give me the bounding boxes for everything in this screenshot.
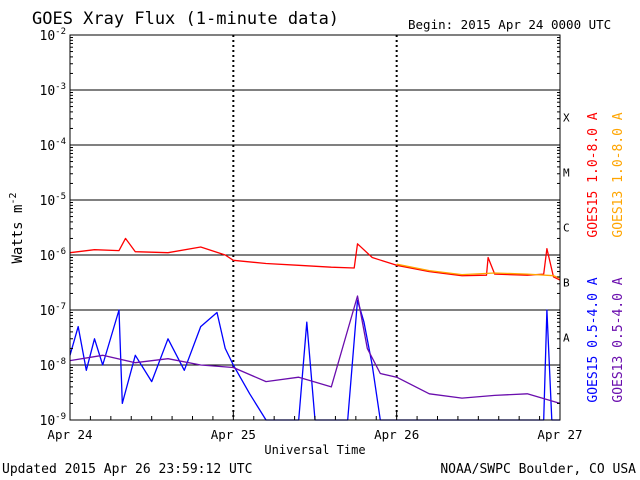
y-tick-label: 10-5 <box>40 192 67 209</box>
series-line <box>69 295 561 405</box>
x-tick-label: Apr 26 <box>374 427 419 442</box>
y-axis: 10-210-310-410-510-610-710-810-9 <box>40 27 560 429</box>
y-tick-label: 10-8 <box>40 357 67 374</box>
flare-class-label: B <box>563 277 570 290</box>
legend: GOES15 1.0-8.0 A GOES13 1.0-8.0 A GOES15 0… <box>586 112 626 402</box>
footer-updated: Updated 2015 Apr 26 23:59:12 UTC <box>2 462 252 477</box>
y-tick-base: 10 <box>40 139 56 154</box>
y-tick-exponent: -9 <box>55 412 66 422</box>
x-axis: Apr 24 Apr 25 Apr 26 Apr 27 <box>47 412 583 442</box>
y-tick-base: 10 <box>40 29 56 44</box>
series-layer <box>69 237 561 421</box>
flare-class-label: M <box>563 167 570 180</box>
grid <box>70 35 560 420</box>
y-tick-exponent: -8 <box>55 357 66 367</box>
flare-class-label: A <box>563 332 570 345</box>
begin-time: Begin: 2015 Apr 24 0000 UTC <box>408 17 611 32</box>
x-tick-label: Apr 25 <box>211 427 256 442</box>
y-tick-label: 10-7 <box>40 302 67 319</box>
flare-class-labels: X M C B A <box>563 112 570 345</box>
y-tick-exponent: -4 <box>55 137 66 147</box>
series-line <box>69 299 560 421</box>
flare-class-label: C <box>563 222 570 235</box>
y-tick-base: 10 <box>40 414 56 429</box>
footer-credit: NOAA/SWPC Boulder, CO USA <box>440 462 636 477</box>
svg-text:Watts m-2: Watts m-2 <box>8 192 26 263</box>
y-tick-exponent: -3 <box>55 82 66 92</box>
chart-title: GOES Xray Flux (1-minute data) <box>32 9 339 29</box>
y-tick-label: 10-2 <box>40 27 67 44</box>
y-tick-base: 10 <box>40 304 56 319</box>
legend-entry: GOES13 1.0-8.0 A <box>611 112 626 237</box>
y-tick-exponent: -2 <box>55 27 66 37</box>
x-tick-label: Apr 24 <box>47 427 92 442</box>
y-axis-label-text: Watts m <box>10 205 26 264</box>
y-axis-label-exponent: -2 <box>8 192 19 204</box>
y-tick-label: 10-6 <box>40 247 67 264</box>
legend-entry: GOES15 0.5-4.0 A <box>586 277 601 402</box>
y-tick-base: 10 <box>40 359 56 374</box>
series-line <box>69 237 561 281</box>
y-axis-label: Watts m-2 <box>8 192 26 263</box>
y-tick-label: 10-9 <box>40 412 67 429</box>
legend-entry: GOES15 1.0-8.0 A <box>586 112 601 237</box>
flare-class-label: X <box>563 112 570 125</box>
y-tick-base: 10 <box>40 249 56 264</box>
series-line <box>396 263 561 279</box>
y-tick-exponent: -6 <box>55 247 66 257</box>
y-tick-label: 10-4 <box>40 137 67 154</box>
y-tick-base: 10 <box>40 194 56 209</box>
legend-entry: GOES13 0.5-4.0 A <box>611 277 626 402</box>
x-tick-label: Apr 27 <box>537 427 582 442</box>
y-tick-exponent: -5 <box>55 192 66 202</box>
y-tick-base: 10 <box>40 84 56 99</box>
y-tick-exponent: -7 <box>55 302 66 312</box>
x-axis-label: Universal Time <box>264 443 365 457</box>
y-tick-label: 10-3 <box>40 82 67 99</box>
